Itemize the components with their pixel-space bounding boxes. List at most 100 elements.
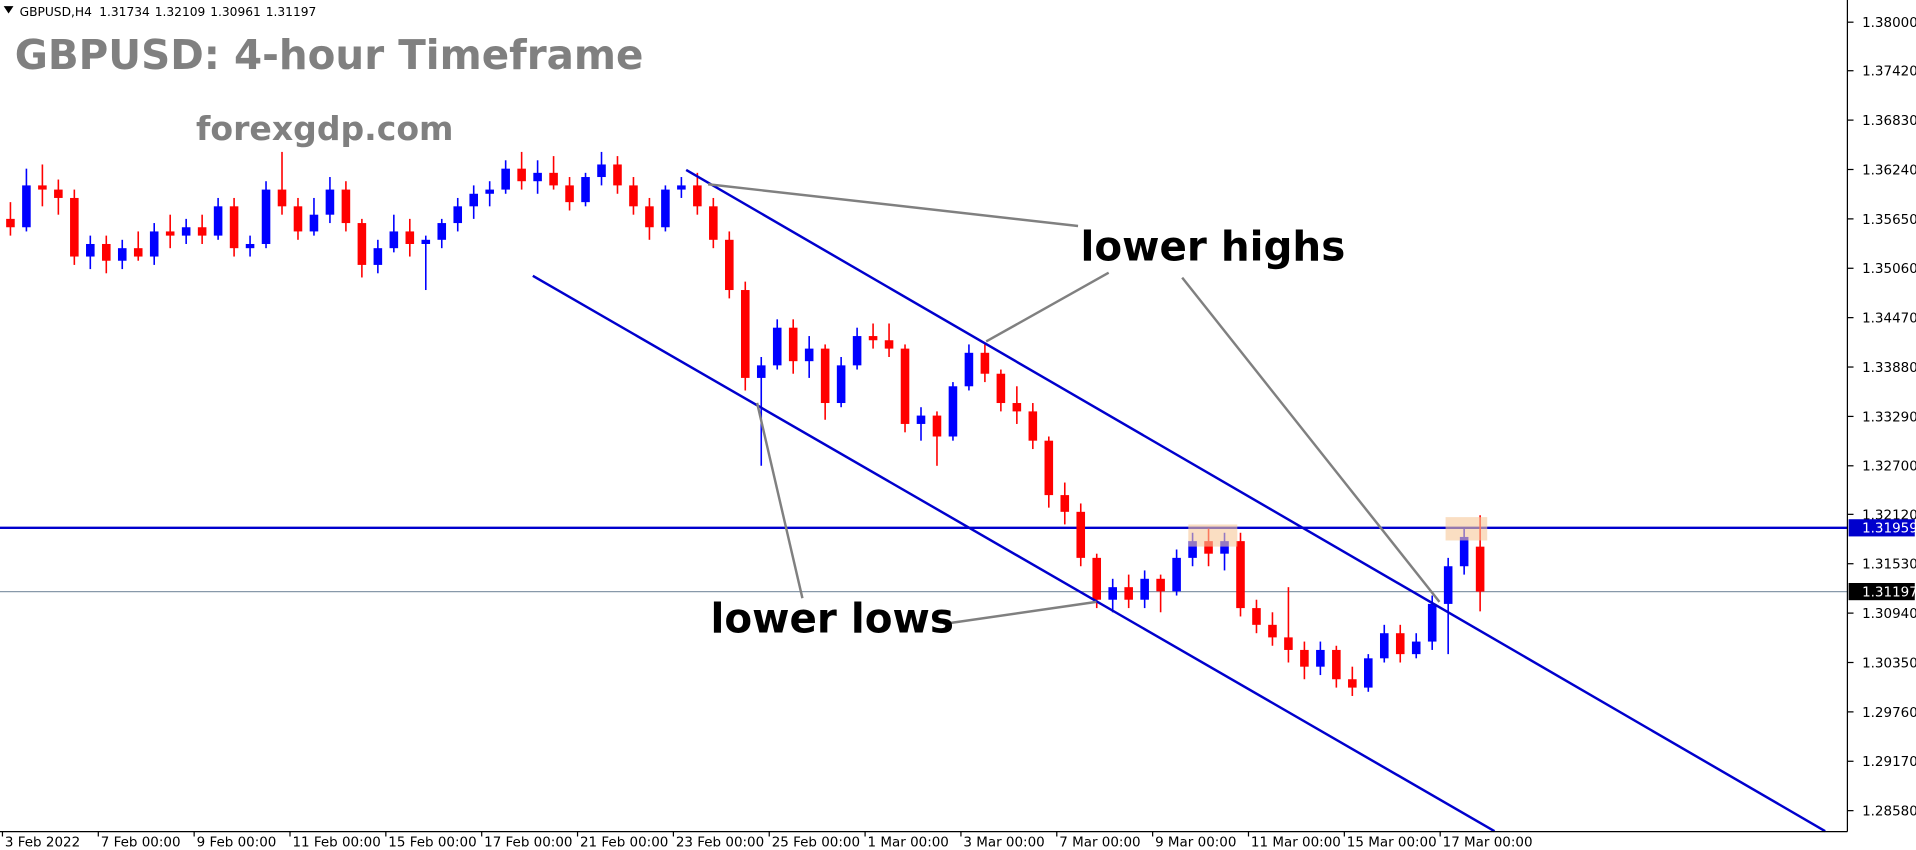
highlight xyxy=(1445,517,1488,541)
candle-body xyxy=(613,164,622,186)
menu-icon xyxy=(3,6,14,14)
candle-body xyxy=(1252,608,1261,625)
y-tick-label: 1.32700 xyxy=(1862,459,1916,475)
price-label-box xyxy=(1848,583,1915,601)
candle-body xyxy=(740,290,750,378)
candle-body xyxy=(421,239,431,244)
y-tick-label: 1.28580 xyxy=(1862,804,1916,820)
pointers xyxy=(707,183,1441,626)
x-tick-label: 7 Feb 00:00 xyxy=(101,834,181,850)
candle-body xyxy=(117,248,127,261)
candle-body xyxy=(485,189,494,194)
candle-body xyxy=(86,243,95,257)
candle-body xyxy=(1364,658,1373,688)
y-tick-label: 1.38000 xyxy=(1862,15,1916,31)
candle-body xyxy=(22,185,31,228)
candle-body xyxy=(1204,541,1213,554)
highlight xyxy=(1188,524,1238,547)
x-tick-label: 7 Mar 00:00 xyxy=(1059,834,1140,850)
candle-body xyxy=(1124,587,1133,600)
candle-body xyxy=(1475,546,1485,592)
candle-body xyxy=(469,193,478,207)
chart-header: GBPUSD,H4 1.31734 1.32109 1.30961 1.31197 xyxy=(20,5,317,19)
candle-body xyxy=(661,189,670,228)
y-tick-label: 1.29170 xyxy=(1862,754,1916,770)
candle-body xyxy=(1348,679,1357,688)
candle-body xyxy=(1108,587,1117,600)
pointer xyxy=(985,271,1110,343)
candle-body xyxy=(181,227,191,236)
candle-body xyxy=(693,185,702,207)
y-tick-label: 1.30940 xyxy=(1862,606,1916,622)
candle-body xyxy=(70,197,79,257)
candle-body xyxy=(293,206,303,232)
candle-body xyxy=(804,348,814,362)
candle-body xyxy=(1379,633,1389,659)
pointer xyxy=(943,600,1097,626)
price-label: 1.31959 xyxy=(1862,521,1916,537)
y-tick-label: 1.31530 xyxy=(1862,557,1916,573)
x-tick-label: 3 Feb 2022 xyxy=(5,834,80,850)
annotation: lower lows xyxy=(711,595,954,643)
candle-body xyxy=(916,415,926,424)
candle-body xyxy=(453,206,463,224)
candle-body xyxy=(1092,557,1102,600)
candle-body xyxy=(549,172,558,186)
y-tick-label: 1.33880 xyxy=(1862,360,1916,376)
candle-body xyxy=(709,206,718,240)
candle-body xyxy=(309,214,319,232)
symbol: GBPUSD,H4 xyxy=(20,5,92,19)
x-tick-label: 11 Mar 00:00 xyxy=(1251,834,1341,850)
y-tick-label: 1.36830 xyxy=(1862,113,1916,129)
x-tick-label: 23 Feb 00:00 xyxy=(676,834,764,850)
candle-body xyxy=(772,327,782,366)
candle-body xyxy=(165,231,175,236)
candle-body xyxy=(1443,566,1453,604)
candle-body xyxy=(677,185,686,190)
candle-body xyxy=(149,231,159,257)
candle-body xyxy=(54,189,63,198)
price-label-box xyxy=(1848,519,1915,537)
candle-body xyxy=(1172,557,1181,592)
x-tick-label: 25 Feb 00:00 xyxy=(772,834,860,850)
candle-body xyxy=(629,185,638,207)
candle-body xyxy=(197,227,207,236)
candle-body xyxy=(1044,440,1054,496)
y-tick-label: 1.33290 xyxy=(1862,409,1916,425)
candle-body xyxy=(788,327,798,362)
candle-body xyxy=(373,248,383,265)
candle-body xyxy=(820,348,830,404)
x-tick-label: 11 Feb 00:00 xyxy=(292,834,380,850)
candle-body xyxy=(533,172,542,182)
candle-body xyxy=(357,223,367,265)
y-tick-label: 1.34470 xyxy=(1862,311,1916,327)
y-tick-label: 1.37420 xyxy=(1862,64,1916,80)
candle-body xyxy=(133,248,143,257)
y-tick-label: 1.36240 xyxy=(1862,162,1916,178)
candle-body xyxy=(389,231,399,249)
candle-body xyxy=(1220,541,1229,554)
x-tick-label: 21 Feb 00:00 xyxy=(580,834,668,850)
candle-body xyxy=(964,352,974,387)
chart-title: GBPUSD: 4-hour Timeframe xyxy=(15,31,644,79)
candle-body xyxy=(1411,641,1421,655)
candle-body xyxy=(980,352,990,374)
x-tick-label: 9 Mar 00:00 xyxy=(1155,834,1236,850)
x-tick-label: 15 Mar 00:00 xyxy=(1347,834,1437,850)
candle-body xyxy=(1284,637,1293,650)
candle-body xyxy=(38,185,47,190)
candle-body xyxy=(932,415,942,437)
y-tick-label: 1.30350 xyxy=(1862,655,1916,671)
pointer xyxy=(755,402,804,599)
channel-line xyxy=(532,274,1496,833)
candle-body xyxy=(1459,536,1469,567)
candle-body xyxy=(213,206,223,236)
candle-body xyxy=(581,177,590,203)
candle-body xyxy=(437,223,447,240)
x-tick-label: 1 Mar 00:00 xyxy=(868,834,949,850)
candle-body xyxy=(565,185,574,203)
y-tick-label: 1.35060 xyxy=(1862,261,1916,277)
candle-body xyxy=(1060,495,1070,512)
candle-body xyxy=(341,189,351,224)
